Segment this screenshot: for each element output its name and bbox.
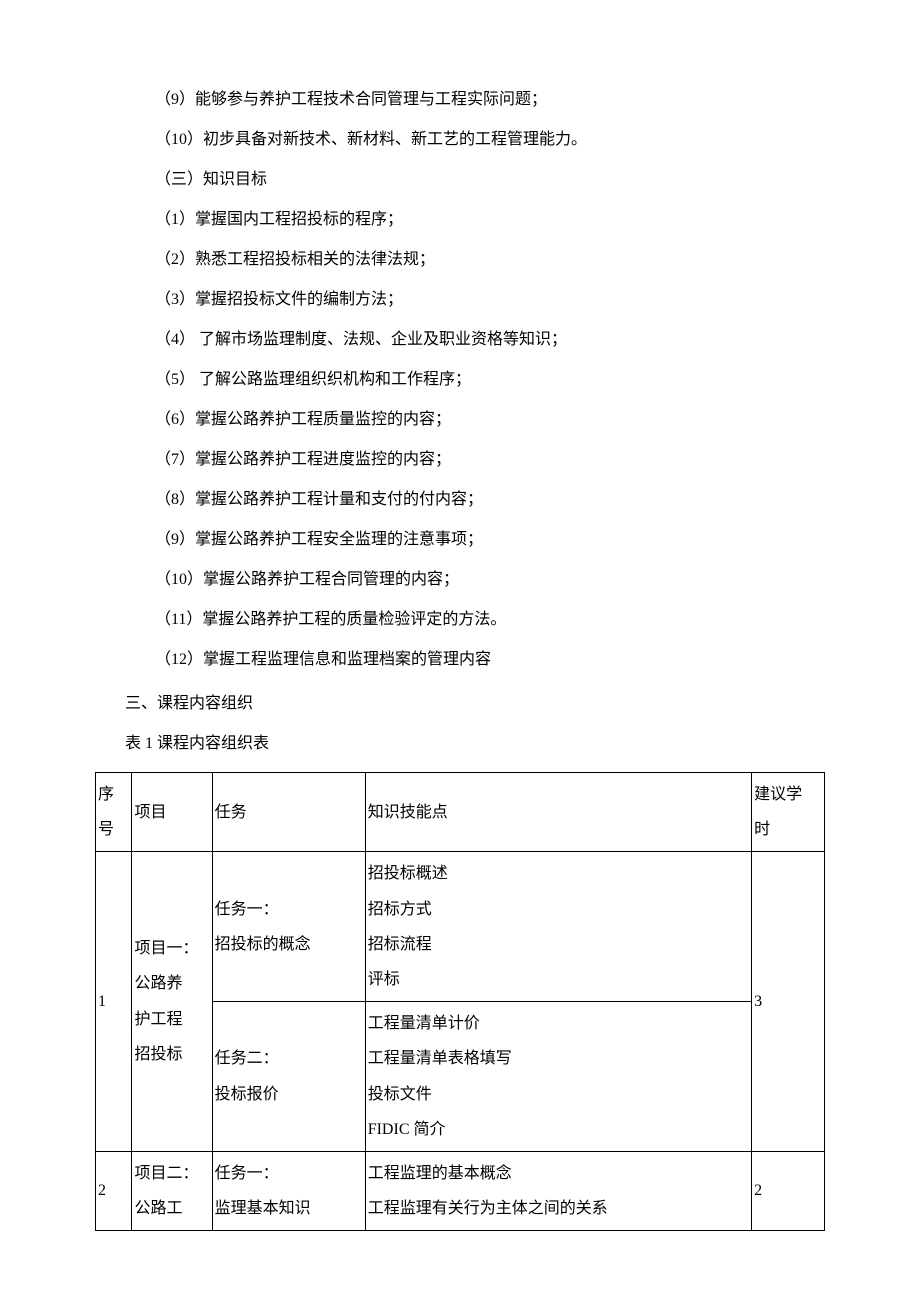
cell-seq-2: 2 bbox=[96, 1151, 132, 1230]
task11-l2: 招投标的概念 bbox=[215, 927, 363, 962]
subsection-heading: （三）知识目标 bbox=[95, 160, 825, 200]
project1-l2: 公路养 bbox=[134, 966, 209, 1001]
cell-task-1-2: 任务二： 投标报价 bbox=[212, 1002, 365, 1152]
task12-l1: 任务二： bbox=[215, 1041, 363, 1076]
cell-task-2-1: 任务一： 监理基本知识 bbox=[212, 1151, 365, 1230]
cell-seq-1: 1 bbox=[96, 852, 132, 1152]
cell-hours-2: 2 bbox=[752, 1151, 825, 1230]
k11-l4: 评标 bbox=[368, 962, 749, 997]
knowledge-goal-10: （10）掌握公路养护工程合同管理的内容； bbox=[95, 560, 825, 600]
knowledge-goal-6: （6）掌握公路养护工程质量监控的内容； bbox=[95, 400, 825, 440]
k11-l1: 招投标概述 bbox=[368, 856, 749, 891]
knowledge-goal-5: （5） 了解公路监理组织织机构和工作程序； bbox=[95, 360, 825, 400]
k11-l2: 招标方式 bbox=[368, 892, 749, 927]
task21-l2: 监理基本知识 bbox=[215, 1191, 363, 1226]
header-task: 任务 bbox=[212, 773, 365, 852]
task21-l1: 任务一： bbox=[215, 1156, 363, 1191]
knowledge-goal-7: （7）掌握公路养护工程进度监控的内容； bbox=[95, 440, 825, 480]
header-project: 项目 bbox=[132, 773, 212, 852]
cell-project-2: 项目二： 公路工 bbox=[132, 1151, 212, 1230]
table-caption: 表 1 课程内容组织表 bbox=[95, 724, 825, 764]
project2-l2: 公路工 bbox=[134, 1191, 209, 1226]
header-seq-l2: 号 bbox=[98, 812, 129, 847]
list-item-10: （10）初步具备对新技术、新材料、新工艺的工程管理能力。 bbox=[95, 120, 825, 160]
header-hours-l2: 时 bbox=[754, 812, 822, 847]
project1-l4: 招投标 bbox=[134, 1037, 209, 1072]
table-row: 1 项目一： 公路养 护工程 招投标 任务一： 招投标的概念 招投标概述 招标方… bbox=[96, 852, 825, 1002]
header-seq-l1: 序 bbox=[98, 777, 129, 812]
knowledge-goal-12: （12）掌握工程监理信息和监理档案的管理内容 bbox=[95, 640, 825, 680]
k12-l3: 投标文件 bbox=[368, 1077, 749, 1112]
cell-task-1-1: 任务一： 招投标的概念 bbox=[212, 852, 365, 1002]
knowledge-goal-2: （2）熟悉工程招投标相关的法律法规； bbox=[95, 240, 825, 280]
course-content-table: 序 号 项目 任务 知识技能点 建议学 时 1 项目一： 公路养 护工程 招投标… bbox=[95, 772, 825, 1231]
list-item-9: （9）能够参与养护工程技术合同管理与工程实际问题； bbox=[95, 80, 825, 120]
k21-l2: 工程监理有关行为主体之间的关系 bbox=[368, 1191, 749, 1226]
k11-l3: 招标流程 bbox=[368, 927, 749, 962]
section-heading: 三、课程内容组织 bbox=[95, 684, 825, 724]
header-hours: 建议学 时 bbox=[752, 773, 825, 852]
project1-l3: 护工程 bbox=[134, 1002, 209, 1037]
k12-l4: FIDIC 简介 bbox=[368, 1112, 749, 1147]
knowledge-goal-11: （11）掌握公路养护工程的质量检验评定的方法。 bbox=[95, 600, 825, 640]
project2-l1: 项目二： bbox=[134, 1156, 209, 1191]
knowledge-goal-3: （3）掌握招投标文件的编制方法； bbox=[95, 280, 825, 320]
knowledge-goal-9: （9）掌握公路养护工程安全监理的注意事项； bbox=[95, 520, 825, 560]
k21-l1: 工程监理的基本概念 bbox=[368, 1156, 749, 1191]
k12-l2: 工程量清单表格填写 bbox=[368, 1041, 749, 1076]
cell-knowledge-1-1: 招投标概述 招标方式 招标流程 评标 bbox=[365, 852, 751, 1002]
task12-l2: 投标报价 bbox=[215, 1077, 363, 1112]
knowledge-goal-1: （1）掌握国内工程招投标的程序； bbox=[95, 200, 825, 240]
table-row: 2 项目二： 公路工 任务一： 监理基本知识 工程监理的基本概念 工程监理有关行… bbox=[96, 1151, 825, 1230]
project1-l1: 项目一： bbox=[134, 931, 209, 966]
cell-knowledge-2-1: 工程监理的基本概念 工程监理有关行为主体之间的关系 bbox=[365, 1151, 751, 1230]
header-hours-l1: 建议学 bbox=[754, 777, 822, 812]
k12-l1: 工程量清单计价 bbox=[368, 1006, 749, 1041]
knowledge-goal-8: （8）掌握公路养护工程计量和支付的付内容； bbox=[95, 480, 825, 520]
header-knowledge: 知识技能点 bbox=[365, 773, 751, 852]
task11-l1: 任务一： bbox=[215, 892, 363, 927]
cell-hours-1: 3 bbox=[752, 852, 825, 1152]
header-seq: 序 号 bbox=[96, 773, 132, 852]
table-header-row: 序 号 项目 任务 知识技能点 建议学 时 bbox=[96, 773, 825, 852]
cell-project-1: 项目一： 公路养 护工程 招投标 bbox=[132, 852, 212, 1152]
cell-knowledge-1-2: 工程量清单计价 工程量清单表格填写 投标文件 FIDIC 简介 bbox=[365, 1002, 751, 1152]
knowledge-goal-4: （4） 了解市场监理制度、法规、企业及职业资格等知识； bbox=[95, 320, 825, 360]
